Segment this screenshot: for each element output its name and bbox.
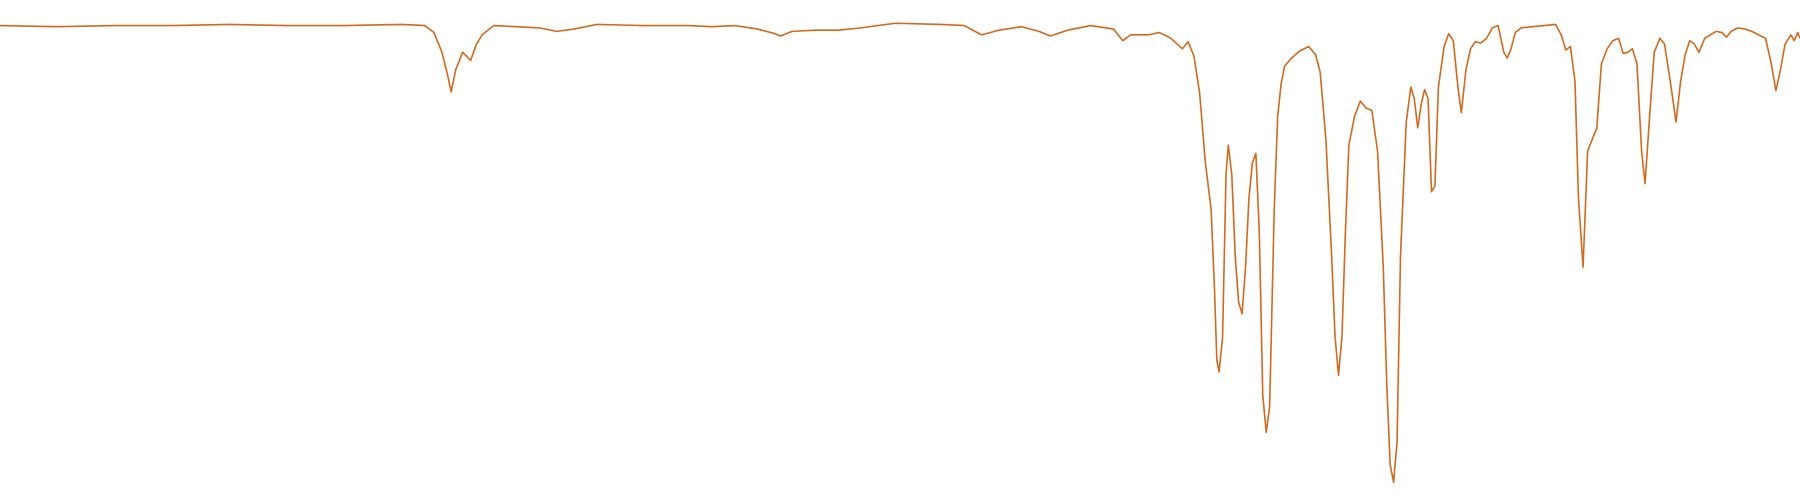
spectrum-line	[0, 22, 1800, 483]
